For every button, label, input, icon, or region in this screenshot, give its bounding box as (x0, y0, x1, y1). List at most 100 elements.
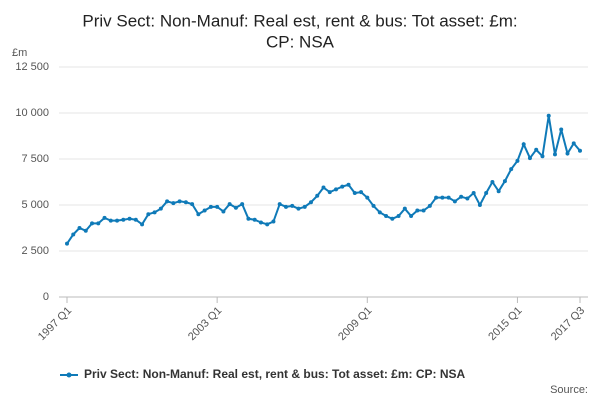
legend-label: Priv Sect: Non-Manuf: Real est, rent & b… (84, 367, 465, 381)
x-tick-label: 2009 Q1 (336, 305, 374, 343)
point (334, 187, 339, 192)
point (571, 141, 576, 146)
point (327, 190, 332, 195)
point (578, 148, 582, 153)
point (352, 191, 357, 196)
point (171, 201, 176, 206)
point (340, 184, 345, 189)
point (565, 151, 570, 156)
point (540, 154, 545, 159)
point (427, 203, 432, 208)
point (277, 202, 282, 207)
point (115, 218, 120, 223)
point (471, 191, 476, 196)
point (402, 206, 407, 211)
point (296, 206, 301, 211)
point (196, 212, 201, 217)
y-tick-label: 10 000 (15, 107, 49, 119)
point (77, 226, 82, 230)
point (177, 199, 182, 204)
point (165, 199, 170, 204)
point (484, 191, 489, 196)
point (477, 203, 482, 207)
y-tick-label: 12 500 (15, 61, 49, 73)
chart-title: Priv Sect: Non-Manuf: Real est, rent & b… (82, 11, 517, 30)
point (65, 241, 69, 246)
point (240, 202, 245, 207)
point (283, 204, 288, 209)
point (434, 195, 439, 200)
point (258, 220, 263, 225)
point (521, 142, 526, 147)
point (96, 221, 101, 226)
y-tick-label: 2 500 (21, 245, 49, 257)
point (527, 156, 532, 161)
point (452, 199, 457, 204)
point (133, 217, 138, 222)
point (502, 179, 507, 184)
point (227, 202, 232, 207)
point (559, 127, 564, 132)
point (290, 203, 295, 208)
point (83, 228, 88, 233)
x-tick-label: 2003 Q1 (186, 305, 224, 343)
point (409, 214, 414, 219)
point (158, 206, 163, 211)
point (140, 222, 145, 227)
point (346, 182, 351, 187)
y-axis-label: £m (12, 47, 27, 59)
point (390, 216, 395, 221)
point (202, 208, 207, 213)
point (384, 214, 389, 219)
point (302, 204, 307, 209)
point (359, 190, 364, 195)
point (365, 195, 370, 200)
point (446, 195, 451, 200)
point (496, 189, 501, 194)
y-tick-label: 0 (43, 291, 49, 303)
point (440, 195, 445, 200)
point (246, 216, 251, 221)
point (221, 209, 226, 214)
point (552, 152, 557, 157)
y-tick-label: 5 000 (21, 199, 49, 211)
point (377, 210, 382, 215)
point (265, 222, 270, 227)
point (208, 204, 213, 209)
point (71, 232, 76, 237)
point (252, 217, 257, 222)
point (459, 194, 464, 199)
point (396, 214, 401, 219)
y-tick-label: 7 500 (21, 153, 49, 165)
source: Source: (550, 384, 588, 396)
point (215, 204, 220, 209)
point (233, 205, 238, 210)
point (315, 193, 320, 198)
point (308, 200, 313, 205)
x-tick-label: 1997 Q1 (36, 305, 74, 343)
point (490, 180, 495, 184)
point (515, 158, 520, 163)
point (271, 219, 276, 224)
point (190, 202, 195, 207)
point (465, 196, 470, 201)
point (183, 200, 188, 205)
chart-title: CP: NSA (266, 32, 335, 51)
point (152, 210, 157, 215)
legend-marker (66, 372, 72, 378)
point (371, 203, 376, 208)
point (546, 113, 551, 118)
point (421, 208, 426, 213)
point (121, 217, 126, 222)
point (90, 221, 95, 226)
point (127, 216, 132, 221)
point (509, 167, 514, 172)
point (415, 208, 420, 213)
point (146, 212, 151, 217)
x-tick-label: 2015 Q1 (486, 305, 524, 343)
point (108, 218, 113, 223)
point (102, 215, 107, 220)
point (534, 147, 539, 152)
